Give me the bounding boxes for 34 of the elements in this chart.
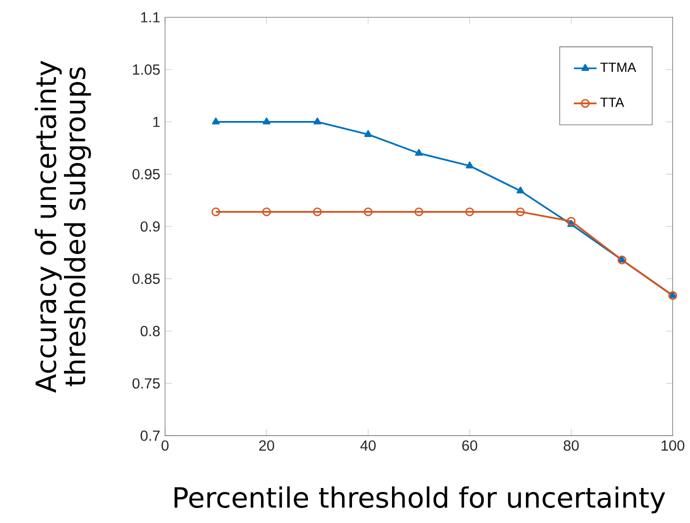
point [516, 208, 525, 216]
point [212, 118, 220, 125]
point [312, 208, 322, 216]
point [364, 130, 372, 138]
y-tick-label: 0.85 [132, 274, 160, 284]
y-tick-label: 1.05 [133, 64, 160, 75]
point [465, 208, 474, 216]
x-tick-label: 40 [360, 440, 376, 451]
x-axis-title: Percentile threshold for uncertainty [174, 486, 666, 514]
x-tick-label: 80 [564, 440, 579, 451]
y-tick-label: 1.1 [141, 12, 160, 22]
y-tick-label: 0.9 [140, 222, 160, 232]
legend-label: TTA [600, 98, 624, 108]
y-tick-label: 1 [153, 117, 160, 128]
point [516, 186, 524, 194]
y-tick-label: 0.95 [132, 169, 160, 180]
x-tick-label: 0 [162, 440, 169, 451]
y-tick-label: 0.8 [140, 326, 160, 336]
point [466, 162, 474, 169]
x-tick-label: 60 [462, 440, 478, 451]
x-tick-label: 100 [662, 440, 684, 451]
point [262, 208, 271, 216]
legend-label: TTMA [600, 62, 636, 72]
y-tick-label: 0.75 [132, 378, 160, 389]
point [414, 208, 424, 216]
point [313, 118, 322, 125]
x-tick-label: 20 [259, 440, 274, 451]
point [262, 118, 270, 125]
y-tick-label: 0.7 [140, 430, 160, 442]
point [566, 217, 576, 226]
point [364, 208, 373, 216]
point [415, 149, 423, 156]
y-axis-title: Accuracy of uncertainty thresholded subgroups [34, 60, 91, 393]
point [211, 208, 220, 216]
